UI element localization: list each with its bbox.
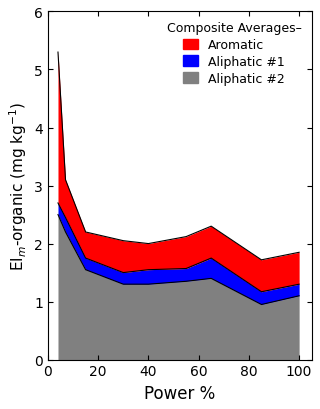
X-axis label: Power %: Power % bbox=[144, 384, 215, 402]
Legend: Aromatic, Aliphatic #1, Aliphatic #2: Aromatic, Aliphatic #1, Aliphatic #2 bbox=[163, 19, 305, 89]
Y-axis label: EI$_m$-organic (mg kg$^{-1}$): EI$_m$-organic (mg kg$^{-1}$) bbox=[7, 102, 29, 270]
